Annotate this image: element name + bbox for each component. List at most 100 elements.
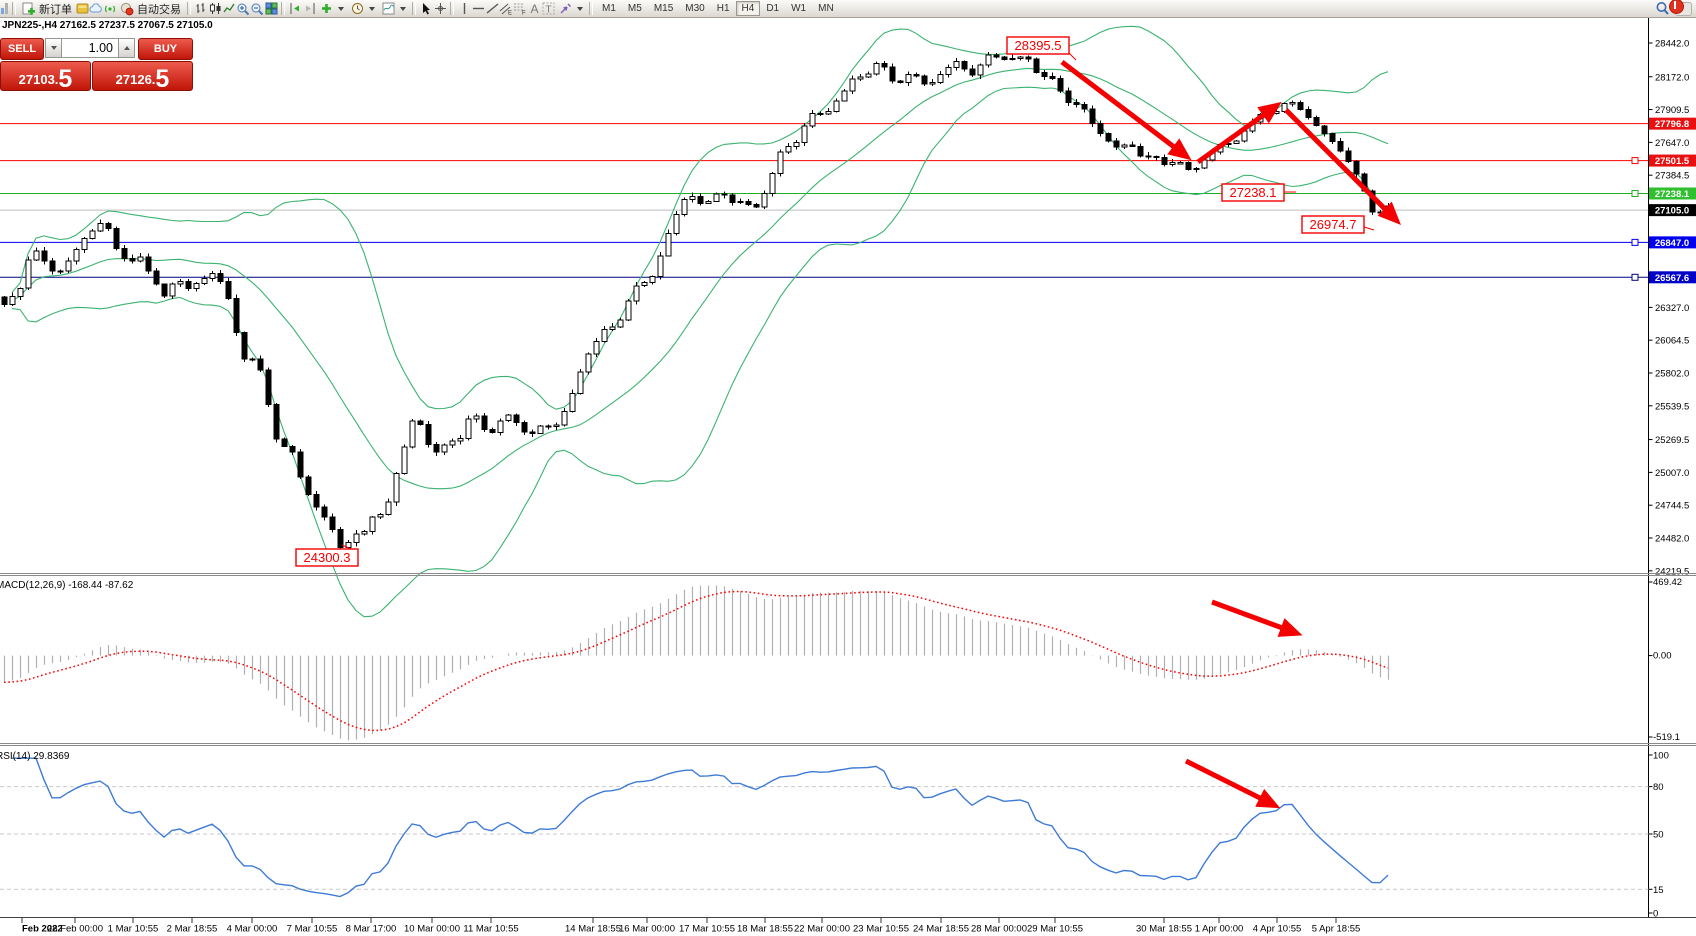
fibo-glyph: F: [522, 11, 526, 16]
template-button[interactable]: [378, 1, 409, 16]
auto-trading-label: 自动交易: [137, 3, 181, 16]
rsi-axis-label: 0: [1653, 909, 1658, 920]
sell-price: 27103.: [18, 72, 59, 87]
line-chart-icon[interactable]: [222, 2, 236, 16]
cloud-icon[interactable]: [89, 2, 103, 16]
volume-decrease-button[interactable]: [45, 38, 62, 58]
auto-trading-icon: [120, 2, 134, 16]
sell-price-panel[interactable]: 27103. 5: [0, 61, 91, 91]
horizontal-line-tool-icon[interactable]: [471, 2, 485, 16]
search-icon[interactable]: [1655, 2, 1669, 16]
candlestick-chart-icon[interactable]: [208, 2, 222, 16]
add-indicator-icon: [319, 2, 333, 16]
price-axis-label: 24482.0: [1655, 534, 1689, 545]
buy-button[interactable]: BUY: [138, 38, 193, 60]
time-axis-label: 8 Mar 17:00: [346, 924, 397, 935]
timeframe-H4[interactable]: H4: [735, 1, 761, 16]
bars-chart-icon[interactable]: [194, 2, 208, 16]
panel-separators: [0, 573, 1696, 918]
buy-price: 27126.: [115, 72, 156, 87]
timeframe-M15[interactable]: M15: [653, 3, 674, 14]
timeframe-W1[interactable]: W1: [791, 3, 807, 14]
indicators-button[interactable]: [316, 1, 347, 16]
notifications-chat-icon[interactable]: [1669, 0, 1692, 16]
rsi-label: RSI(14) 29.8369: [0, 751, 70, 762]
volume-value[interactable]: 1.00: [62, 38, 118, 58]
label-tool-icon[interactable]: T: [541, 2, 555, 16]
price-annotation[interactable]: 26974.7: [1301, 215, 1375, 234]
chart-ohlc-title: JPN225-,H4 27162.5 27237.5 27067.5 27105…: [2, 20, 213, 31]
macd-panel: 469.42 0.00 -519.1 MACD(12,26,9) -168.44 -8…: [0, 577, 1682, 743]
arrows-tool-button[interactable]: [555, 1, 586, 16]
timeframe-M5[interactable]: M5: [627, 3, 642, 14]
chart-window-icon[interactable]: [0, 2, 9, 16]
svg-text:26974.7: 26974.7: [1310, 217, 1357, 232]
auto-scroll-icon[interactable]: [302, 2, 316, 16]
period-menu-button[interactable]: [347, 1, 378, 16]
price-axis-label: 25007.0: [1655, 468, 1689, 479]
price-axis-label: 25802.0: [1655, 369, 1689, 380]
crosshair-icon[interactable]: [433, 2, 447, 16]
price-badge: 27796.8: [1649, 117, 1696, 130]
auto-trading-button[interactable]: 自动交易: [117, 1, 184, 16]
zoom-in-icon[interactable]: [236, 2, 250, 16]
volume-stepper: 1.00: [45, 38, 135, 58]
triangle-up-icon: [123, 46, 130, 50]
trend-arrow[interactable]: [1196, 101, 1282, 165]
time-axis-label: 4 Mar 00:00: [227, 924, 278, 935]
dropdown-arrow-icon: [400, 6, 406, 11]
level-handle[interactable]: [1631, 157, 1639, 165]
timeframe-M1[interactable]: M1: [602, 3, 616, 14]
one-click-trading-widget: SELL 1.00 BUY 27103. 5 27126. 5: [0, 36, 200, 92]
price-annotation[interactable]: 28395.5: [1006, 36, 1077, 61]
trend-arrow[interactable]: [1211, 599, 1303, 637]
macd-axis-label: 469.42: [1653, 577, 1682, 588]
svg-text:26847.0: 26847.0: [1655, 238, 1689, 249]
price-annotation[interactable]: 24300.3: [295, 544, 359, 567]
trend-arrow[interactable]: [1060, 60, 1192, 161]
zoom-out-icon[interactable]: [250, 2, 264, 16]
price-axis: 28442.0 28172.0 27909.5 27647.0 27384.5 26327…: [1648, 17, 1689, 918]
volume-increase-button[interactable]: [118, 38, 135, 58]
trend-arrow[interactable]: [1184, 758, 1281, 809]
clock-icon: [350, 2, 364, 16]
timeframe-H1[interactable]: H1: [716, 3, 730, 14]
trend-arrow[interactable]: [1284, 108, 1401, 225]
timeframe-D1[interactable]: D1: [766, 3, 780, 14]
time-axis-label: 22 Mar 00:00: [794, 924, 850, 935]
time-axis-label: 1 Mar 10:55: [108, 924, 159, 935]
new-order-button[interactable]: 新订单: [19, 1, 75, 16]
tile-windows-icon[interactable]: [264, 2, 278, 16]
toolbar-separator: [281, 2, 285, 15]
svg-text:27796.8: 27796.8: [1655, 119, 1689, 130]
template-icon: [381, 2, 395, 16]
bollinger-bands: [11, 25, 1389, 618]
level-handle[interactable]: [1631, 189, 1639, 197]
signal-icon[interactable]: [103, 2, 117, 16]
vertical-line-tool-icon[interactable]: [457, 2, 471, 16]
sell-button[interactable]: SELL: [0, 38, 44, 60]
annotations: 28395.5 27238.1 26974.7 24300.3: [295, 36, 1401, 809]
cursor-icon[interactable]: [419, 2, 433, 16]
text-tool-icon[interactable]: A: [527, 2, 541, 16]
price-badge: 27105.0: [1649, 204, 1696, 217]
time-axis-label: 7 Mar 10:55: [287, 924, 338, 935]
channel-tool-icon[interactable]: E: [499, 2, 513, 16]
fibonacci-tool-icon[interactable]: F: [513, 2, 527, 16]
timeframe-M30[interactable]: M30: [685, 3, 705, 14]
level-handle[interactable]: [1631, 273, 1639, 281]
svg-text:27238.1: 27238.1: [1655, 189, 1690, 200]
market-icon[interactable]: [75, 2, 89, 16]
level-handle[interactable]: [1631, 238, 1639, 246]
chart-shift-icon[interactable]: [288, 2, 302, 16]
time-axis-label: 11 Mar 10:55: [463, 924, 518, 935]
dropdown-arrow-icon: [577, 6, 583, 11]
buy-price-panel[interactable]: 27126. 5: [92, 61, 193, 91]
timeframe-MN[interactable]: MN: [818, 3, 834, 14]
trendline-tool-icon[interactable]: [485, 2, 499, 16]
price-annotation[interactable]: 27238.1: [1221, 183, 1296, 202]
price-axis-label: 24744.5: [1655, 501, 1689, 512]
